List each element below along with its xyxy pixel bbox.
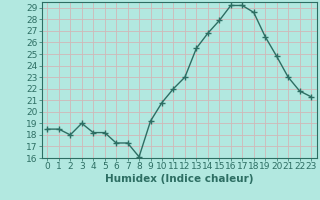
X-axis label: Humidex (Indice chaleur): Humidex (Indice chaleur): [105, 174, 253, 184]
